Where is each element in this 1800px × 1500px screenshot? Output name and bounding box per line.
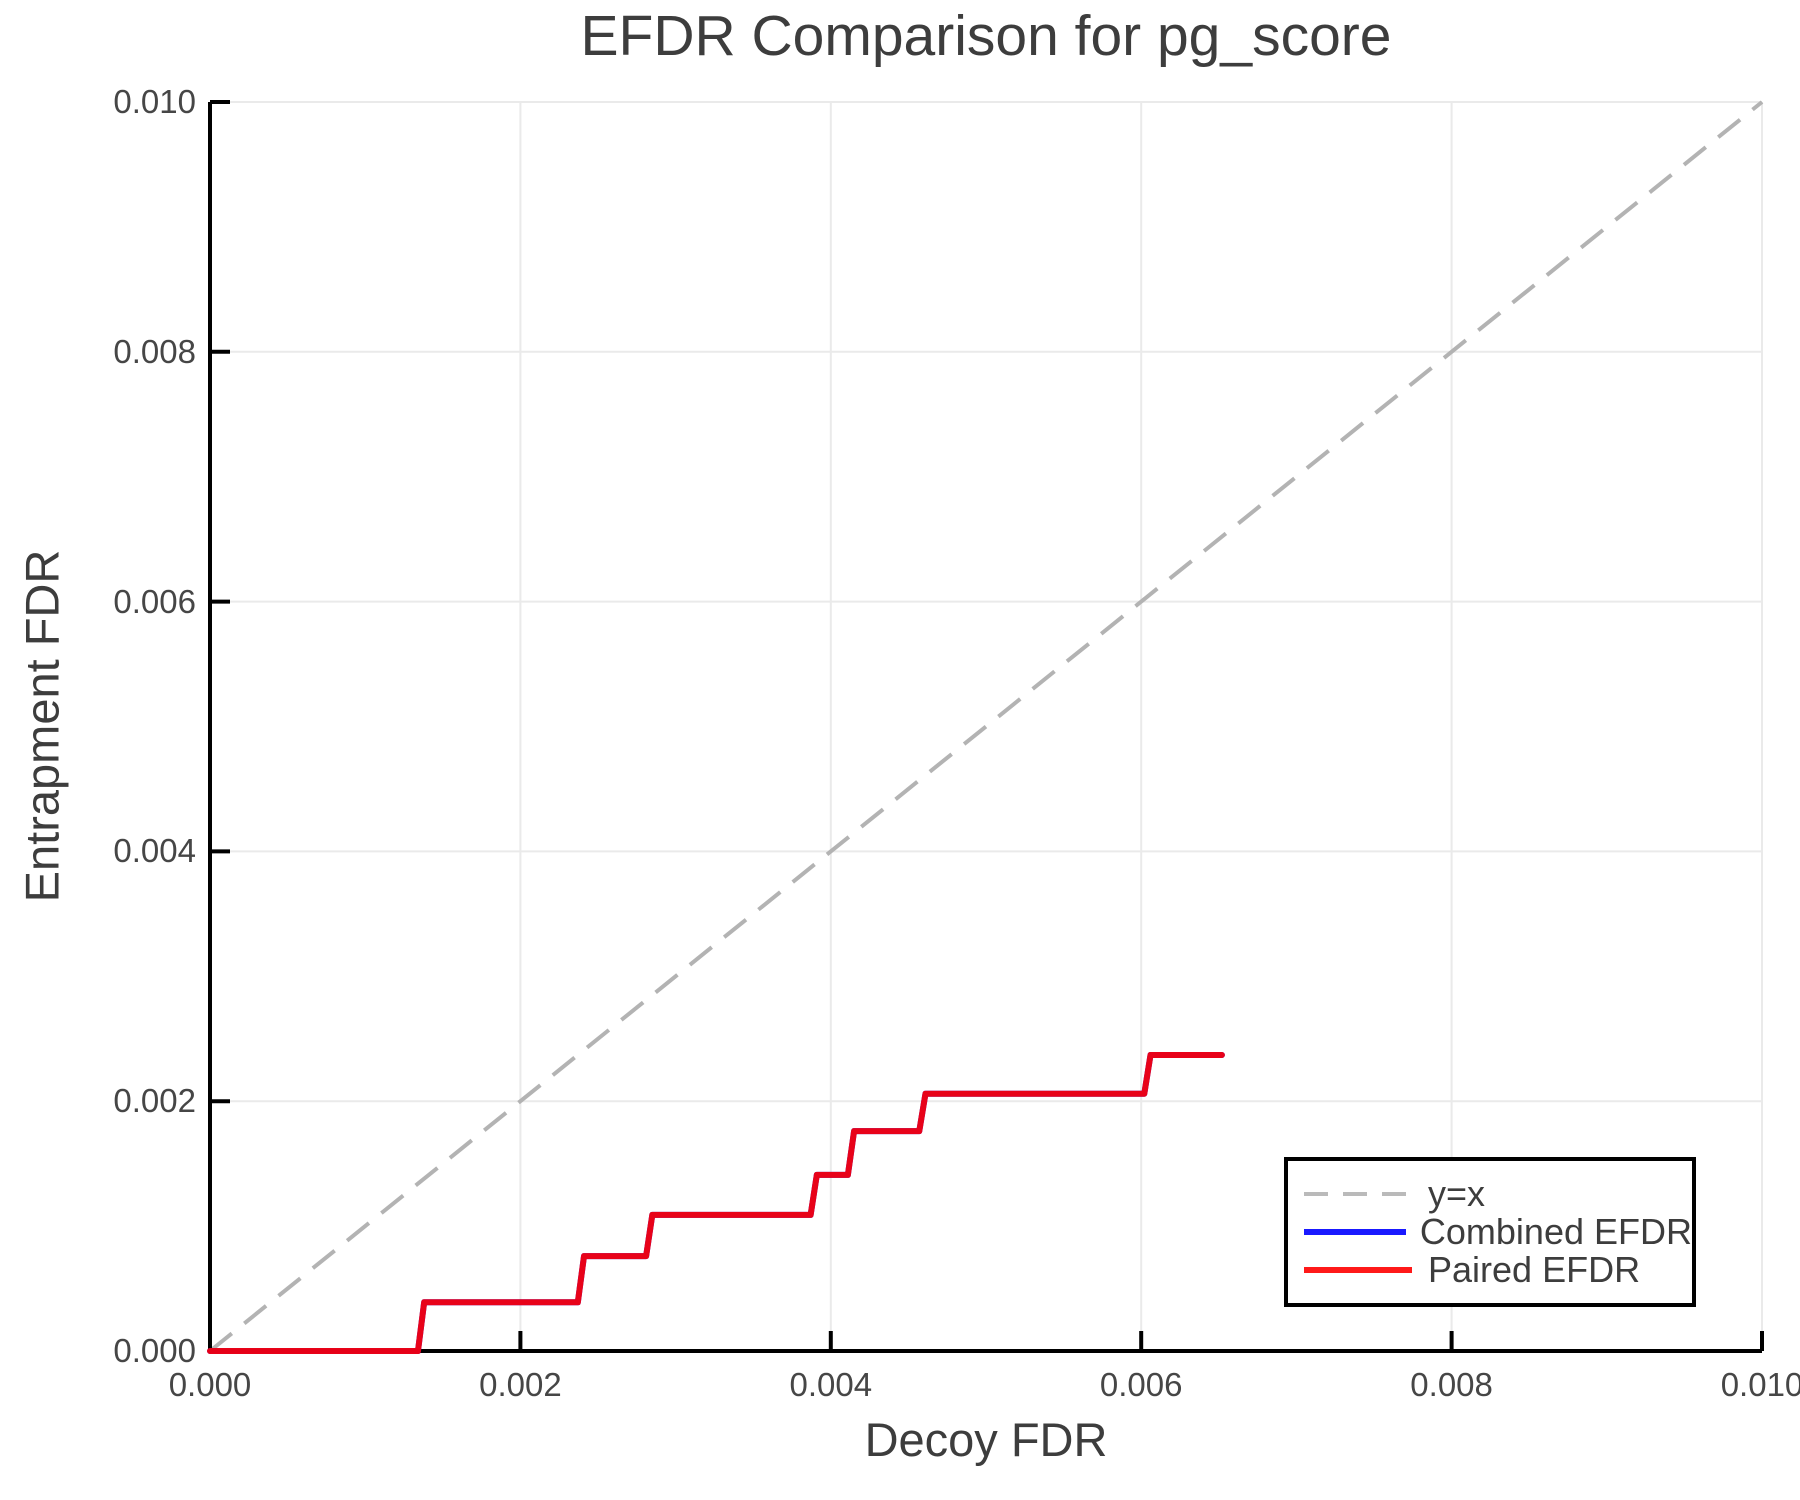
x-tick-label: 0.010: [1720, 1366, 1800, 1403]
x-tick-label: 0.000: [168, 1366, 252, 1403]
x-tick-label: 0.002: [479, 1366, 562, 1403]
y-tick-label: 0.004: [113, 832, 196, 870]
x-tick-label: 0.008: [1410, 1366, 1493, 1403]
legend: y=x Combined EFDR Paired EFDR: [1284, 1157, 1696, 1307]
series-line-combined-efdr: [207, 1051, 1225, 1354]
chart-title: EFDR Comparison for pg_score: [580, 4, 1392, 68]
legend-entry-label: Combined EFDR: [1419, 1211, 1692, 1252]
y-tick-label: 0.008: [113, 332, 196, 370]
legend-line-swatch: [1304, 1229, 1406, 1235]
legend-entry: y=x: [1302, 1175, 1692, 1213]
legend-line-swatch: [1304, 1267, 1412, 1273]
legend-entry-label: y=x: [1428, 1173, 1486, 1214]
series-line-paired-efdr: [207, 1051, 1225, 1354]
y-tick-label: 0.010: [113, 83, 196, 120]
x-tick-label: 0.004: [789, 1366, 873, 1403]
reference-line-y-equals-x: [208, 100, 1764, 1353]
legend-line-swatch: [1304, 1192, 1412, 1196]
y-tick-label: 0.000: [113, 1332, 196, 1369]
y-tick-label: 0.002: [113, 1082, 196, 1120]
legend-entry: Combined EFDR: [1302, 1213, 1692, 1251]
legend-entry-label: Paired EFDR: [1428, 1249, 1641, 1290]
x-axis-label: Decoy FDR: [864, 1413, 1108, 1466]
y-tick-label: 0.006: [113, 582, 196, 620]
legend-entry: Paired EFDR: [1302, 1251, 1692, 1289]
x-tick-label: 0.006: [1099, 1366, 1183, 1403]
